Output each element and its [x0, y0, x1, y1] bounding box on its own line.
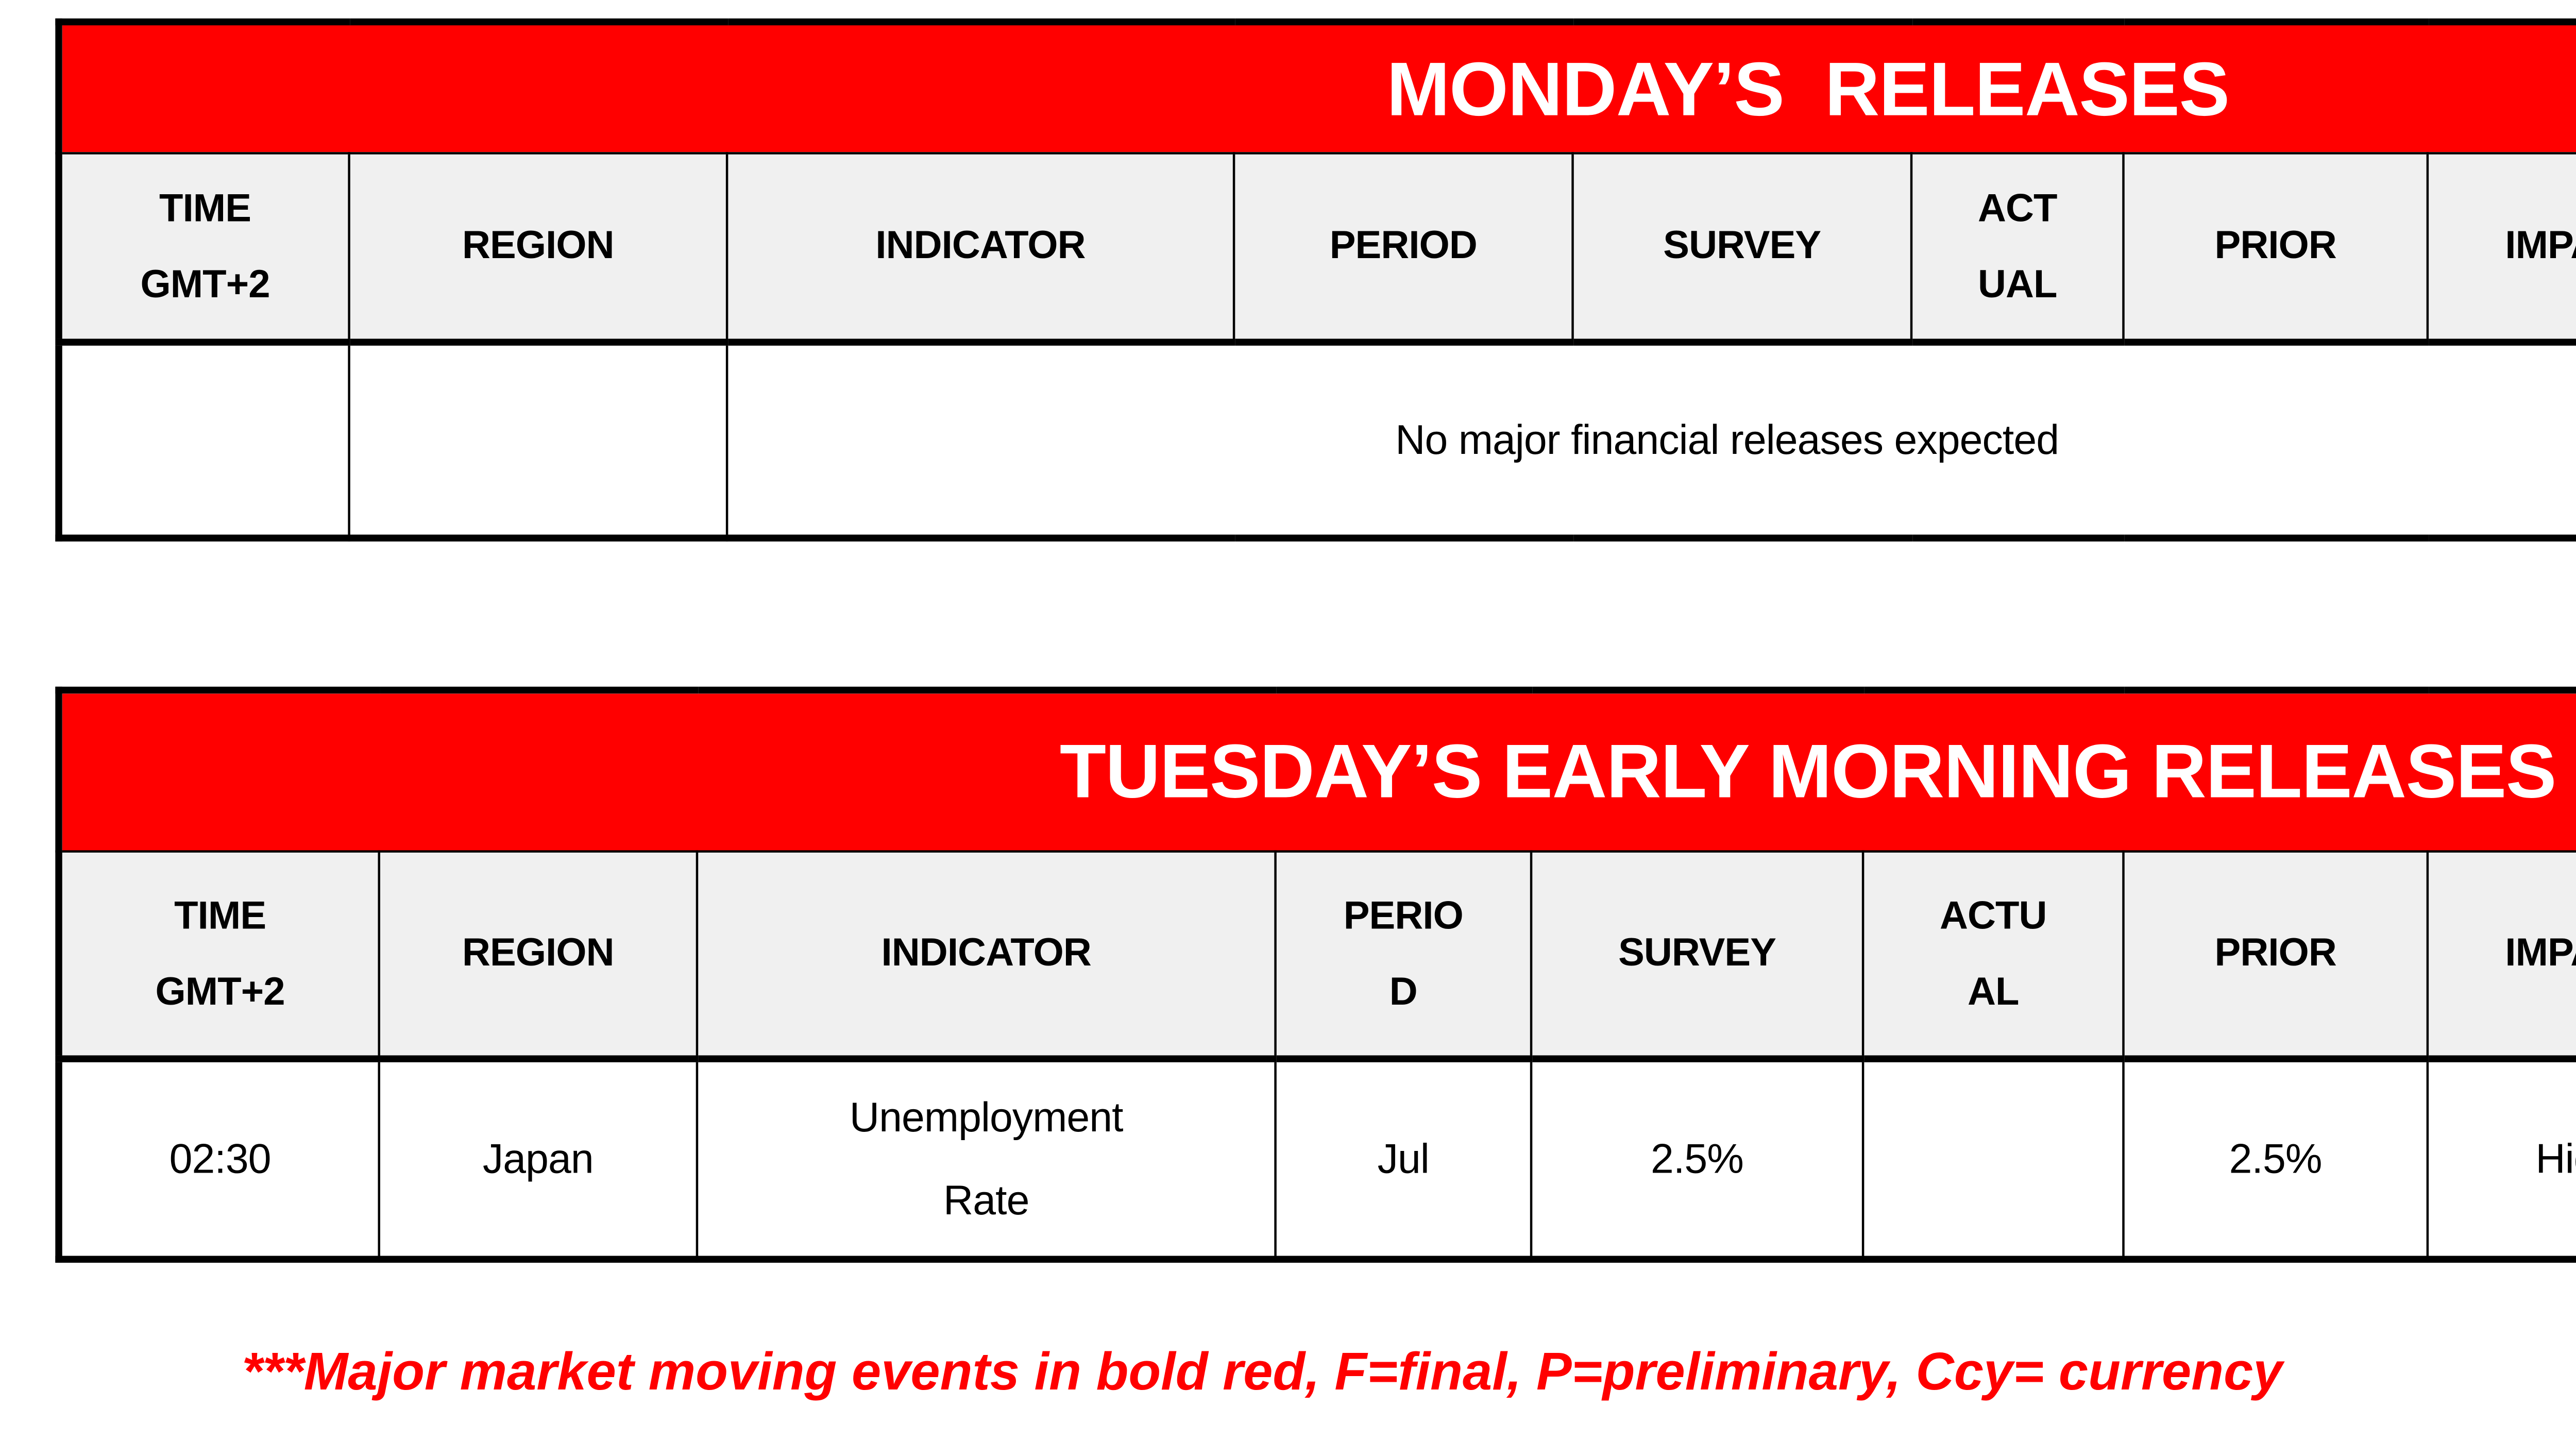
monday-releases-table: MONDAY’S RELEASES TIME GMT+2 REGION INDI… [55, 18, 2576, 542]
tuesday-header-prior: PRIOR [2122, 850, 2429, 1062]
tuesday-data-row: 02:30 Japan Unemployment Rate Jul 2.5% 2… [57, 1057, 2576, 1261]
tuesday-cell-period: Jul [1274, 1057, 1533, 1261]
monday-title-banner: MONDAY’S RELEASES [57, 21, 2576, 155]
monday-header-indicator: INDICATOR [725, 152, 1235, 346]
monday-header-actual: ACT UAL [1910, 152, 2125, 346]
monday-header-region: REGION [348, 152, 728, 346]
tuesday-title-row: TUESDAY’S EARLY MORNING RELEASES [57, 689, 2576, 853]
tuesday-header-time: TIME GMT+2 [57, 850, 380, 1062]
tuesday-cell-impact: High [2426, 1057, 2576, 1261]
tuesday-header-region: REGION [378, 850, 699, 1062]
tuesday-cell-region: Japan [378, 1057, 699, 1261]
monday-header-period: PERIOD [1232, 152, 1574, 346]
tuesday-header-impact: IMPACT [2426, 850, 2576, 1062]
tuesday-cell-survey: 2.5% [1530, 1057, 1865, 1261]
tuesday-header-actual: ACTU AL [1861, 850, 2125, 1062]
monday-cell-time [57, 341, 350, 539]
tuesday-cell-actual [1861, 1057, 2125, 1261]
tuesday-header-survey: SURVEY [1530, 850, 1865, 1062]
monday-title-row: MONDAY’S RELEASES [57, 21, 2576, 155]
monday-data-row: No major financial releases expected [57, 341, 2576, 539]
monday-cell-region [348, 341, 728, 539]
tuesday-releases-table: TUESDAY’S EARLY MORNING RELEASES TIME GM… [55, 686, 2576, 1263]
tuesday-cell-time: 02:30 [57, 1057, 380, 1261]
tuesday-header-row: TIME GMT+2 REGION INDICATOR PERIO D SURV… [57, 850, 2576, 1062]
tuesday-cell-indicator: Unemployment Rate [696, 1057, 1277, 1261]
tuesday-title-banner: TUESDAY’S EARLY MORNING RELEASES [57, 689, 2576, 853]
legend-footnote: ***Major market moving events in bold re… [242, 1341, 2283, 1401]
tuesday-header-indicator: INDICATOR [696, 850, 1277, 1062]
monday-header-impact: IMPACT [2426, 152, 2576, 346]
monday-header-time: TIME GMT+2 [57, 152, 350, 346]
tuesday-header-period: PERIO D [1274, 850, 1533, 1062]
monday-header-survey: SURVEY [1571, 152, 1913, 346]
tuesday-cell-prior: 2.5% [2122, 1057, 2429, 1261]
monday-header-row: TIME GMT+2 REGION INDICATOR PERIOD SURVE… [57, 152, 2576, 346]
monday-header-prior: PRIOR [2122, 152, 2429, 346]
monday-no-releases-notice: No major financial releases expected [725, 341, 2576, 539]
